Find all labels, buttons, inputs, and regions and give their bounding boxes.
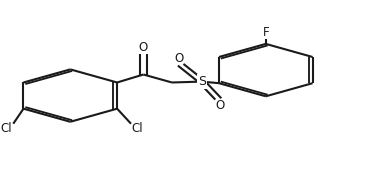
Text: O: O (139, 41, 148, 54)
Text: O: O (216, 99, 225, 112)
Text: F: F (262, 26, 269, 39)
Text: O: O (174, 52, 184, 65)
Text: Cl: Cl (132, 122, 144, 135)
Text: S: S (198, 75, 206, 88)
Text: Cl: Cl (1, 122, 13, 135)
